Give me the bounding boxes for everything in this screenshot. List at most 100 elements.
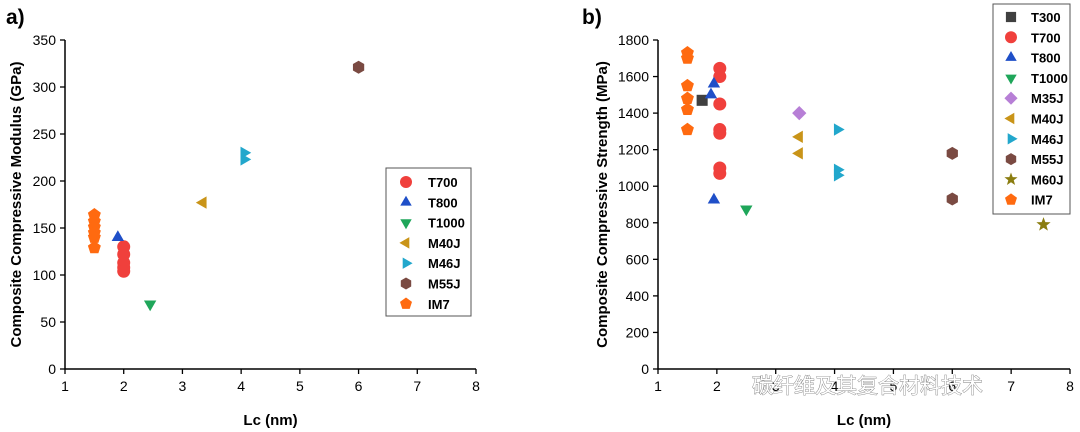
legend-marker-im7 (1005, 193, 1017, 205)
data-point-m46j (240, 153, 252, 166)
legend-label-m40j: M40J (1031, 112, 1064, 127)
y-tick-label: 200 (33, 173, 57, 189)
legend-marker-im7 (400, 297, 412, 309)
x-tick-label: 8 (1066, 378, 1074, 394)
data-point-im7 (680, 51, 694, 64)
legend-label-t700: T700 (1031, 30, 1061, 45)
data-point-im7 (680, 122, 694, 136)
data-point-m35j (792, 105, 807, 121)
legend-marker-t1000 (1005, 74, 1017, 85)
data-point-im7 (680, 102, 694, 115)
y-tick-label: 100 (33, 267, 57, 283)
data-point-t800 (111, 230, 125, 241)
x-tick-label: 6 (355, 378, 363, 394)
legend-marker-t800 (400, 195, 412, 206)
legend-marker-m60j (1004, 172, 1018, 185)
legend-label-m46j: M46J (1031, 132, 1064, 147)
legend-label-m35j: M35J (1031, 91, 1064, 106)
data-point-m60j (1036, 217, 1051, 231)
y-tick-label: 200 (626, 324, 650, 340)
legend-label-m46j: M46J (428, 256, 461, 271)
data-point-m55j (352, 60, 365, 74)
legend-marker-m35j (1004, 91, 1018, 105)
y-tick-label: 1000 (618, 178, 649, 194)
y-tick-label: 1200 (618, 142, 649, 158)
legend-label-t300: T300 (1031, 10, 1061, 25)
data-point-t300 (696, 94, 708, 106)
x-tick-label: 4 (237, 378, 245, 394)
y-tick-label: 1800 (618, 32, 649, 48)
x-tick-label: 3 (772, 378, 780, 394)
data-point-m40j (792, 130, 803, 144)
data-point-t700 (713, 126, 727, 140)
legend-label-t1000: T1000 (428, 216, 465, 231)
legend-marker-m46j (1007, 133, 1018, 145)
y-tick-label: 1600 (618, 69, 649, 85)
data-point-im7 (680, 78, 694, 92)
x-tick-label: 5 (296, 378, 304, 394)
data-point-t700 (117, 264, 131, 278)
legend-label-t800: T800 (428, 195, 458, 210)
x-axis-label: Lc (nm) (837, 412, 891, 429)
panel-label-a: a) (6, 6, 25, 29)
data-point-t1000 (143, 300, 157, 312)
legend-box (385, 167, 472, 317)
data-point-t800 (704, 87, 718, 99)
x-tick-label: 2 (120, 378, 128, 394)
legend-marker-m46j (402, 257, 413, 269)
data-point-t800 (707, 76, 721, 88)
legend-label-im7: IM7 (428, 297, 450, 312)
y-axis-label: Composite Compressive Strength (MPa) (594, 61, 611, 348)
legend-marker-t700 (1005, 31, 1017, 44)
x-tick-label: 4 (831, 378, 839, 394)
legend-label-t1000: T1000 (1031, 71, 1068, 86)
data-point-t800 (707, 192, 721, 204)
x-tick-label: 7 (413, 378, 421, 394)
y-tick-label: 300 (33, 79, 57, 95)
x-tick-label: 8 (472, 378, 480, 394)
legend-marker-m40j (399, 237, 410, 249)
legend-marker-m55j (1005, 153, 1017, 166)
data-point-im7 (87, 240, 101, 254)
y-tick-label: 0 (48, 361, 56, 377)
y-tick-label: 350 (33, 32, 57, 48)
x-tick-label: 1 (61, 378, 69, 394)
legend-marker-t700 (400, 176, 412, 188)
x-tick-label: 5 (890, 378, 898, 394)
legend-label-im7: IM7 (1031, 193, 1053, 208)
data-point-im7 (87, 230, 101, 243)
x-tick-label: 3 (179, 378, 187, 394)
y-tick-label: 800 (626, 215, 650, 231)
panel-label-b: b) (582, 6, 602, 29)
data-point-m46j (833, 169, 845, 182)
legend-label-m55j: M55J (428, 277, 461, 292)
y-tick-label: 600 (626, 251, 650, 267)
data-point-m40j (195, 196, 207, 209)
legend-label-t800: T800 (1031, 51, 1061, 66)
x-tick-label: 7 (1007, 378, 1015, 394)
legend-marker-t300 (1005, 11, 1017, 23)
data-point-t700 (713, 70, 727, 84)
data-point-t700 (713, 97, 727, 111)
y-axis-label: Composite Compressive Modulus (GPa) (8, 62, 25, 348)
watermark-text: 碳纤维及其复合材料技术 (752, 374, 983, 398)
legend-label-m55j: M55J (1031, 152, 1064, 167)
data-point-m55j (946, 146, 958, 160)
x-tick-label: 1 (654, 378, 662, 394)
y-tick-label: 50 (40, 314, 56, 330)
y-tick-label: 1400 (618, 105, 649, 121)
y-tick-label: 250 (33, 126, 57, 142)
legend-label-t700: T700 (428, 175, 458, 190)
x-axis-label: Lc (nm) (243, 412, 297, 429)
data-point-m55j (946, 192, 958, 206)
legend-marker-t800 (1005, 51, 1017, 61)
legend-marker-m40j (1004, 112, 1015, 125)
data-point-im7 (680, 91, 694, 105)
chart-b: b) 1 2 3 4 5 6 7 8 0 200 400 600 800 1000 1200 1400 1600… (582, 3, 1074, 429)
legend-marker-t1000 (400, 219, 412, 230)
data-point-m40j (792, 147, 803, 160)
x-tick-label: 2 (713, 378, 721, 394)
y-tick-label: 400 (626, 288, 650, 304)
y-tick-label: 0 (641, 361, 649, 377)
